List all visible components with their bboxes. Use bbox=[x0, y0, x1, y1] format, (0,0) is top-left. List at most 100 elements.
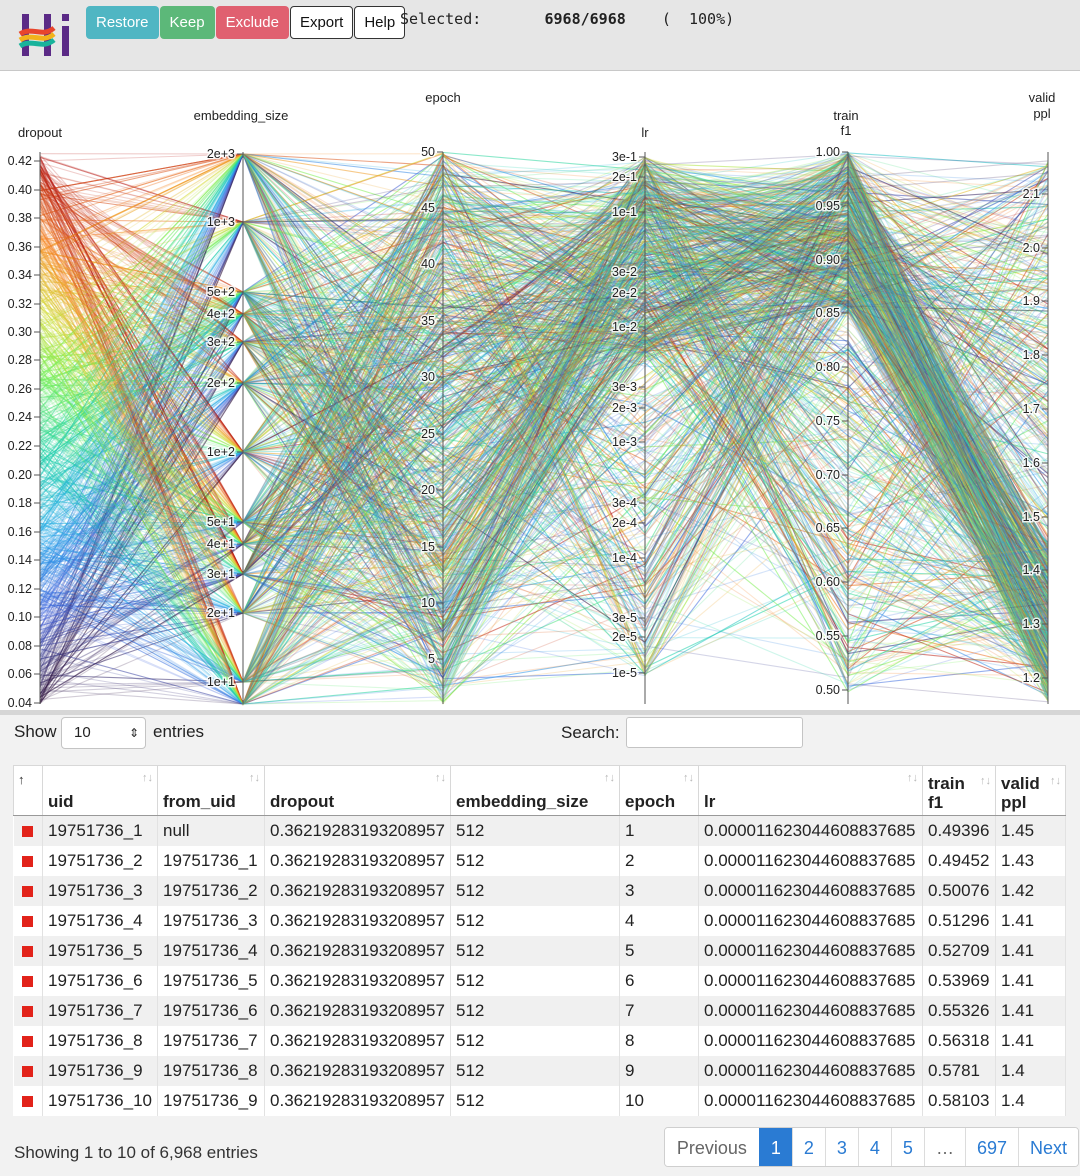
axis-tick-label: 25 bbox=[421, 427, 435, 441]
table-row[interactable]: 19751736_4 19751736_3 0.36219283193208957 5… bbox=[13, 905, 1067, 936]
table-row[interactable]: 19751736_1 null 0.36219283193208957 512 1 0.0… bbox=[13, 815, 1067, 846]
axis-tick-label: 1e+1 bbox=[207, 675, 235, 689]
exclude-button[interactable]: Exclude bbox=[215, 6, 289, 39]
color-square-icon bbox=[22, 885, 34, 897]
page-button[interactable]: 4 bbox=[857, 1128, 891, 1166]
axis-title[interactable]: lr bbox=[641, 125, 649, 140]
axis-tick-label: 3e-3 bbox=[612, 380, 637, 394]
search-input[interactable] bbox=[626, 717, 803, 748]
axis-tick-label: 1.6 bbox=[1023, 456, 1040, 470]
axis-tick-label: 0.90 bbox=[816, 253, 840, 267]
help-button[interactable]: Help bbox=[354, 6, 406, 39]
cell-train-f1: 0.49452 bbox=[922, 845, 997, 876]
axis-tick-label: 3e+1 bbox=[207, 567, 235, 581]
page-button[interactable]: 697 bbox=[964, 1128, 1018, 1166]
restore-button[interactable]: Restore bbox=[86, 6, 159, 39]
col-header-marker[interactable]: ↑ bbox=[13, 765, 43, 816]
axis-tick-label: 1e+3 bbox=[207, 215, 235, 229]
next-page-button[interactable]: Next bbox=[1017, 1128, 1078, 1166]
axis-title[interactable]: embedding_size bbox=[194, 108, 289, 123]
axis-title[interactable]: ppl bbox=[1033, 106, 1050, 121]
color-square-icon bbox=[22, 1065, 34, 1077]
cell-train-f1: 0.56318 bbox=[922, 1025, 997, 1056]
col-header-embedding-size[interactable]: embedding_size ↑↓ bbox=[450, 765, 621, 816]
axis-tick-label: 0.80 bbox=[816, 360, 840, 374]
axis-tick-label: 50 bbox=[421, 145, 435, 159]
page-button[interactable]: 2 bbox=[791, 1128, 825, 1166]
data-table: ↑ uid ↑↓ from_uid ↑↓ dropout ↑↓ embedding_s… bbox=[13, 765, 1067, 1116]
col-header-uid[interactable]: uid ↑↓ bbox=[41, 765, 159, 816]
col-header-from-uid[interactable]: from_uid ↑↓ bbox=[157, 765, 266, 816]
axis-title[interactable]: dropout bbox=[18, 125, 62, 140]
table-row[interactable]: 19751736_6 19751736_5 0.36219283193208957 5… bbox=[13, 965, 1067, 996]
pagination: Previous 1 2 3 4 5… 697 Next bbox=[663, 1127, 1079, 1167]
cell-dropout: 0.36219283193208957 bbox=[264, 1055, 452, 1086]
table-row[interactable]: 19751736_9 19751736_8 0.36219283193208957 5… bbox=[13, 1055, 1067, 1086]
page-size-select[interactable]: 10 ⇕ bbox=[61, 717, 146, 749]
axis-tick-label: 0.24 bbox=[8, 410, 32, 424]
col-header-lr[interactable]: lr ↑↓ bbox=[698, 765, 924, 816]
table-row[interactable]: 19751736_2 19751736_1 0.36219283193208957 5… bbox=[13, 845, 1067, 876]
table-row[interactable]: 19751736_8 19751736_7 0.36219283193208957 5… bbox=[13, 1025, 1067, 1056]
axis-tick-label: 3e-2 bbox=[612, 265, 637, 279]
parallel-coordinates-plot[interactable]: dropout 0.42 0.40 0.38 0.36 0.34 0.32 0.30 0.28 0… bbox=[0, 72, 1080, 710]
selected-label: Selected: bbox=[400, 10, 482, 28]
axis-title[interactable]: f1 bbox=[841, 123, 852, 138]
axis-tick-label: 0.16 bbox=[8, 525, 32, 539]
axis-tick-label: 0.40 bbox=[8, 183, 32, 197]
export-button[interactable]: Export bbox=[289, 6, 354, 39]
page-button[interactable]: 1 bbox=[758, 1128, 792, 1166]
axis-lr[interactable]: lr 3e-1 2e-1 1e-1 3e-2 2e-2 1e-2 3e-3 2e-3 1e-3 3e… bbox=[610, 125, 649, 704]
page-button[interactable]: 3 bbox=[824, 1128, 858, 1166]
table-row[interactable]: 19751736_5 19751736_4 0.36219283193208957 5… bbox=[13, 935, 1067, 966]
color-square-icon bbox=[22, 855, 34, 867]
cell-epoch: 10 bbox=[619, 1085, 700, 1116]
page-button[interactable]: 5 bbox=[890, 1128, 924, 1166]
axis-tick-label: 0.30 bbox=[8, 325, 32, 339]
axis-tick-label: 0.95 bbox=[816, 199, 840, 213]
axis-tick-label: 0.18 bbox=[8, 496, 32, 510]
axis-dropout[interactable]: dropout 0.42 0.40 0.38 0.36 0.34 0.32 0.30 0.28 0… bbox=[8, 125, 63, 710]
col-header-epoch[interactable]: epoch ↑↓ bbox=[619, 765, 700, 816]
axis-tick-label: 0.85 bbox=[816, 306, 840, 320]
col-header-dropout[interactable]: dropout ↑↓ bbox=[264, 765, 452, 816]
col-header-train-f1[interactable]: train f1 ↑↓ bbox=[922, 765, 997, 816]
axis-epoch[interactable]: epoch 50 45 40 35 30 25 20 15 10 5 bbox=[420, 90, 461, 704]
axis-tick-label: 3e-4 bbox=[612, 496, 637, 510]
resize-handle[interactable] bbox=[0, 710, 1080, 715]
axis-tick-label: 0.12 bbox=[8, 582, 32, 596]
axis-tick-label: 1e-4 bbox=[612, 551, 637, 565]
cell-lr: 0.000011623044608837685 bbox=[698, 815, 924, 846]
axis-title[interactable]: train bbox=[833, 108, 858, 123]
row-color-marker bbox=[13, 935, 43, 966]
selected-count: 6968/6968 bbox=[544, 10, 626, 28]
cell-valid-ppl: 1.41 bbox=[995, 995, 1067, 1026]
axis-title[interactable]: epoch bbox=[425, 90, 460, 105]
cell-embedding-size: 512 bbox=[450, 845, 621, 876]
axis-title[interactable]: valid bbox=[1029, 90, 1056, 105]
parallel-coordinates-svg[interactable]: dropout 0.42 0.40 0.38 0.36 0.34 0.32 0.30 0.28 0… bbox=[0, 72, 1080, 710]
sort-icon: ↑↓ bbox=[142, 772, 154, 784]
axis-embedding-size[interactable]: embedding_size 2e+3 1e+3 5e+2 4e+2 3e+2 2e+2 1e… bbox=[194, 108, 289, 704]
row-color-marker bbox=[13, 905, 43, 936]
row-color-marker bbox=[13, 875, 43, 906]
axes[interactable]: dropout 0.42 0.40 0.38 0.36 0.34 0.32 0.30 0.28 0… bbox=[8, 90, 1056, 710]
sort-asc-icon: ↑ bbox=[18, 772, 25, 787]
axis-tick-label: 2e-2 bbox=[612, 286, 637, 300]
previous-page-button[interactable]: Previous bbox=[664, 1128, 759, 1166]
cell-uid: 19751736_8 bbox=[42, 1025, 159, 1056]
table-row[interactable]: 19751736_10 19751736_9 0.36219283193208957… bbox=[13, 1085, 1067, 1116]
table-row[interactable]: 19751736_3 19751736_2 0.36219283193208957 5… bbox=[13, 875, 1067, 906]
col-header-label: from_uid bbox=[163, 792, 236, 811]
col-header-valid-ppl[interactable]: valid ppl ↑↓ bbox=[995, 765, 1067, 816]
axis-tick-label: 5e+1 bbox=[207, 515, 235, 529]
axis-tick-label: 0.50 bbox=[816, 683, 840, 697]
table-row[interactable]: 19751736_7 19751736_6 0.36219283193208957 5… bbox=[13, 995, 1067, 1026]
cell-uid: 19751736_9 bbox=[42, 1055, 159, 1086]
cell-from-uid: 19751736_4 bbox=[157, 935, 266, 966]
keep-button[interactable]: Keep bbox=[159, 6, 215, 39]
axis-tick-label: 15 bbox=[421, 540, 435, 554]
toolbar: Restore Keep Exclude Export Help Selecte… bbox=[0, 0, 1080, 71]
